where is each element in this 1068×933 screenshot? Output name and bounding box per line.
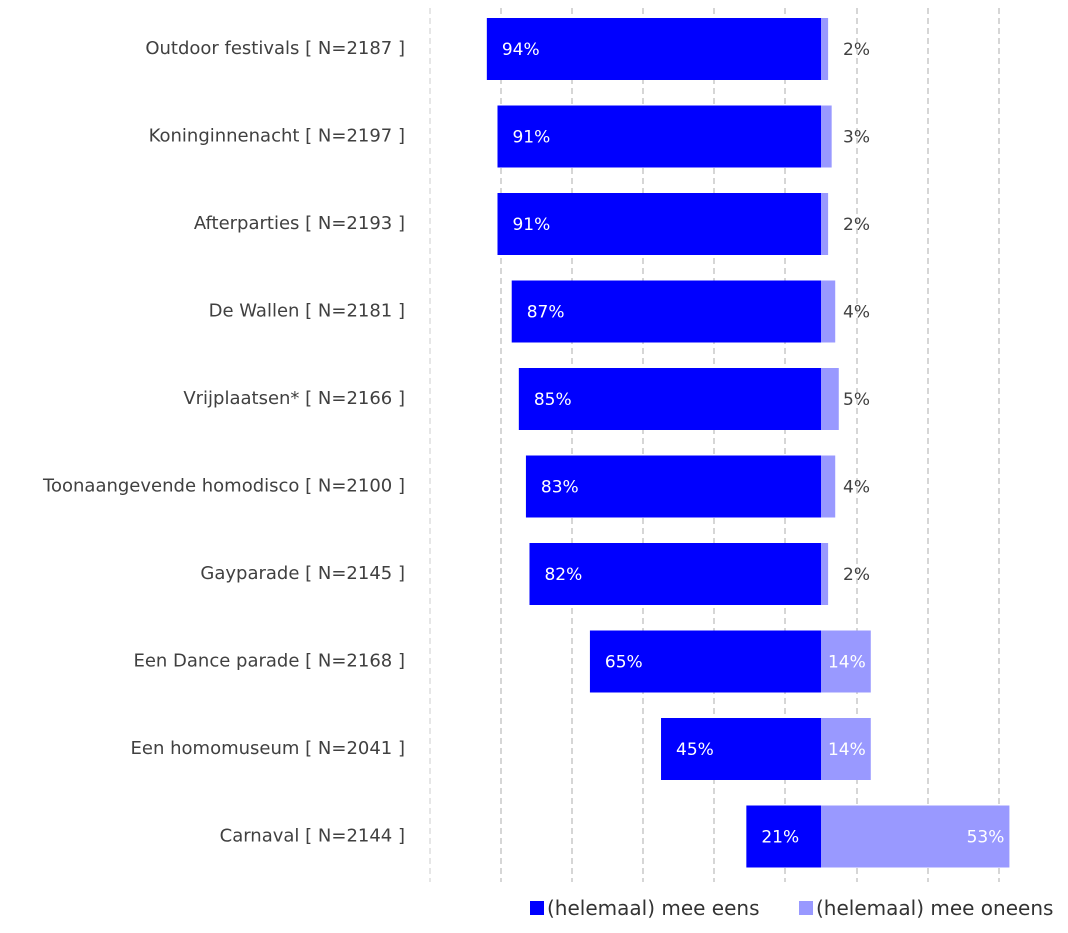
bar-agree-5 (525, 455, 821, 518)
value-label-agree-1: 91% (512, 128, 550, 148)
legend-swatch-agree (530, 901, 544, 915)
value-label-agree-2: 91% (512, 215, 550, 235)
bar-disagree-3 (821, 280, 836, 343)
bar-disagree-0 (821, 18, 829, 80)
value-label-disagree-0: 2% (843, 40, 870, 60)
value-label-agree-6: 82% (544, 565, 582, 585)
bar-disagree-1 (821, 105, 832, 168)
bar-disagree-4 (821, 368, 839, 430)
value-label-disagree-7: 14% (828, 653, 866, 673)
legend-swatch-disagree (799, 901, 813, 915)
bar-disagree-2 (821, 193, 829, 255)
category-label-2: Afterparties [ N=2193 ] (194, 213, 405, 234)
category-label-6: Gayparade [ N=2145 ] (200, 563, 405, 584)
bar-agree-4 (518, 368, 821, 430)
category-label-7: Een Dance parade [ N=2168 ] (133, 651, 405, 672)
value-label-disagree-1: 3% (843, 128, 870, 148)
bar-disagree-6 (821, 543, 829, 605)
category-label-4: Vrijplaatsen* [ N=2166 ] (183, 388, 405, 409)
bar-disagree-5 (821, 455, 836, 518)
legend-label-disagree: (helemaal) mee oneens (816, 896, 1053, 920)
bar-agree-3 (511, 280, 821, 343)
category-label-3: De Wallen [ N=2181 ] (209, 301, 405, 322)
bar-agree-1 (497, 105, 821, 168)
value-labels: 94% 2% 91% 3% 91% 2% 87% 4% 85% 5% 83% 4% 82% 2% 65% 14… (502, 40, 1005, 848)
value-label-agree-5: 83% (541, 478, 579, 498)
value-label-disagree-2: 2% (843, 215, 870, 235)
value-label-agree-3: 87% (527, 303, 565, 323)
value-label-disagree-6: 2% (843, 565, 870, 585)
category-label-5: Toonaangevende homodisco [ N=2100 ] (42, 476, 405, 497)
value-label-disagree-5: 4% (843, 478, 870, 498)
value-label-agree-9: 21% (761, 828, 799, 848)
bar-agree-9 (746, 805, 821, 868)
bar-disagree-8 (821, 718, 871, 780)
category-labels: Outdoor festivals [ N=2187 ] Koninginnena… (42, 38, 405, 847)
bar-disagree-7 (821, 630, 871, 693)
value-label-agree-8: 45% (676, 740, 714, 760)
value-label-disagree-9: 53% (967, 828, 1005, 848)
bar-agree-6 (529, 543, 821, 605)
legend-label-agree: (helemaal) mee eens (547, 896, 760, 920)
value-label-agree-7: 65% (605, 653, 643, 673)
bar-agree-7 (589, 630, 821, 693)
bars (486, 18, 1010, 868)
bar-agree-8 (661, 718, 821, 780)
category-label-1: Koninginnenacht [ N=2197 ] (149, 126, 405, 147)
category-label-8: Een homomuseum [ N=2041 ] (131, 738, 405, 759)
category-label-0: Outdoor festivals [ N=2187 ] (145, 38, 405, 59)
value-label-disagree-4: 5% (843, 390, 870, 410)
value-label-agree-0: 94% (502, 40, 540, 60)
value-label-disagree-8: 14% (828, 740, 866, 760)
category-label-9: Carnaval [ N=2144 ] (220, 826, 405, 847)
bar-disagree-9 (821, 805, 1010, 868)
bar-agree-2 (497, 193, 821, 255)
legend: (helemaal) mee eens (helemaal) mee oneens (530, 896, 1053, 920)
value-label-disagree-3: 4% (843, 303, 870, 323)
bar-agree-0 (486, 18, 821, 80)
value-label-agree-4: 85% (534, 390, 572, 410)
